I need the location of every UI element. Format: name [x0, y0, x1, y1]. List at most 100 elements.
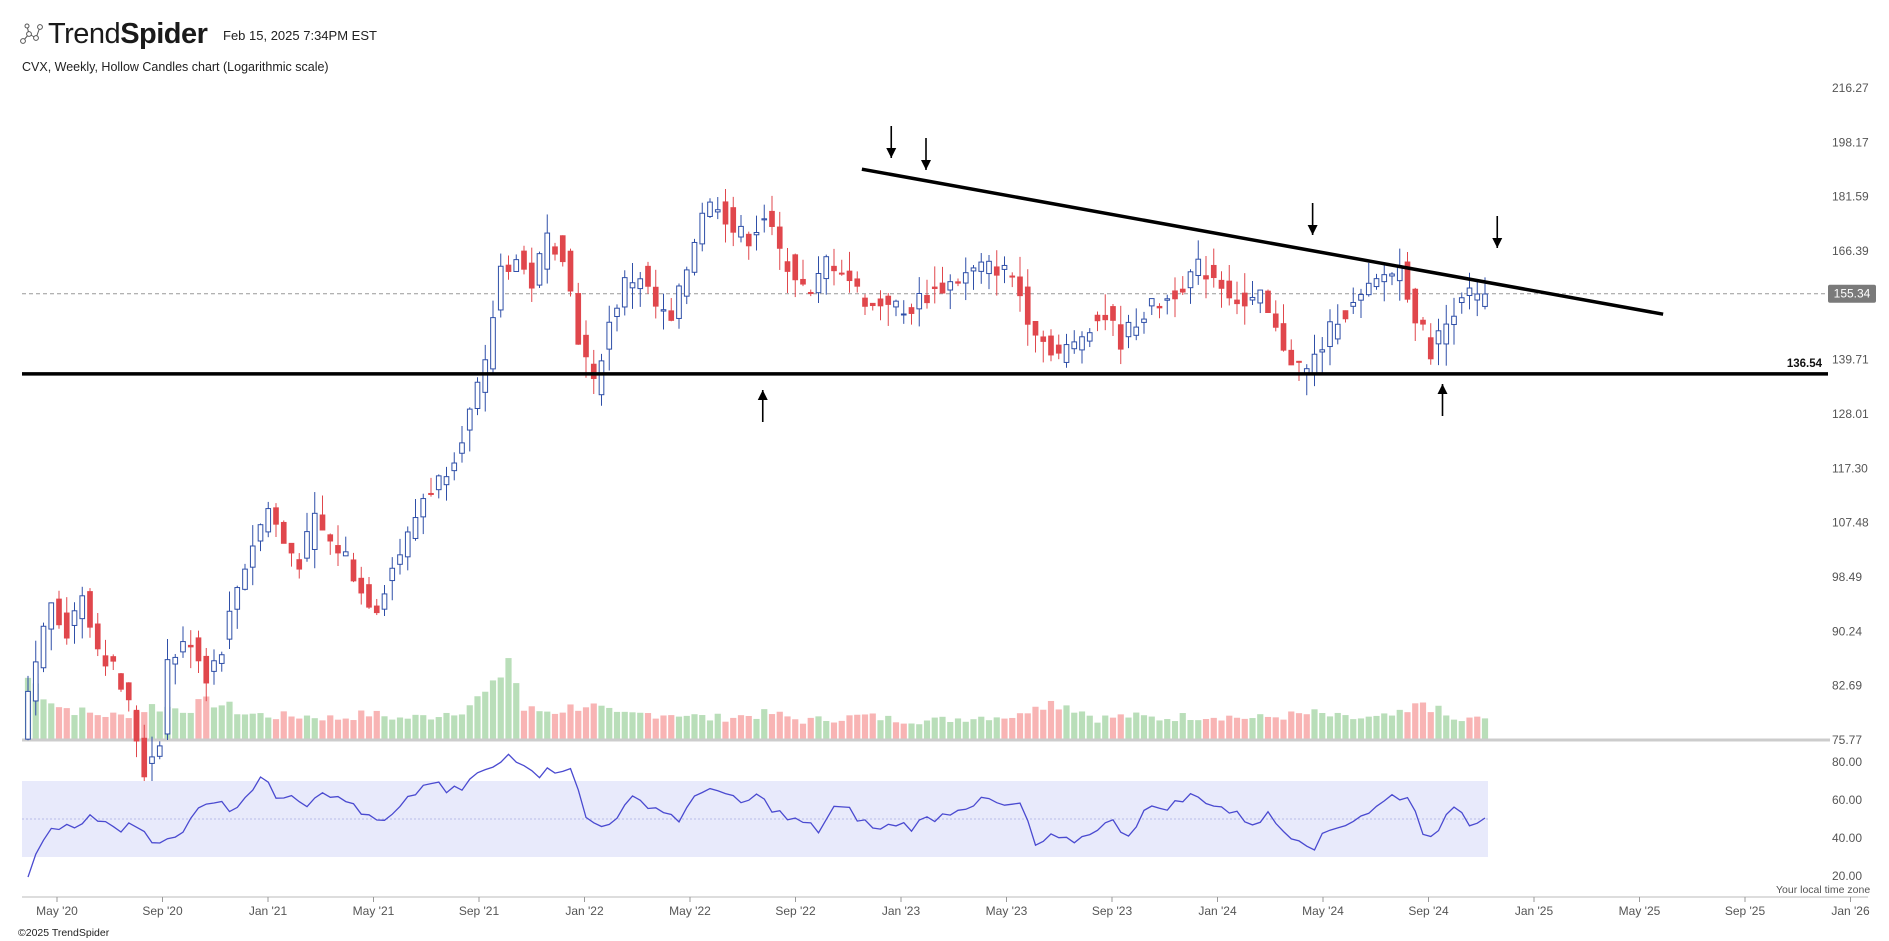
candle-body	[924, 295, 930, 304]
candle-body	[443, 476, 450, 486]
trendspider-network-icon	[20, 23, 43, 44]
volume-bar	[993, 717, 1000, 740]
volume-bar	[1148, 716, 1155, 740]
volume-bar	[303, 715, 311, 740]
volume-bar	[458, 714, 466, 740]
candle-body	[753, 232, 760, 236]
candle-body	[335, 545, 341, 554]
volume-bar	[334, 719, 342, 740]
volume-bar	[784, 716, 791, 740]
volume-bar	[815, 716, 822, 740]
price-tick-label: 128.01	[1832, 407, 1869, 421]
candle-body	[25, 690, 31, 740]
volume-bar	[644, 713, 652, 740]
volume-bar	[1474, 716, 1481, 740]
volume-bar	[947, 721, 954, 740]
volume-bar	[79, 707, 86, 740]
candle-body	[342, 551, 349, 557]
candle-body	[32, 661, 39, 702]
candle-body	[831, 265, 837, 272]
volume-bar	[551, 713, 559, 740]
candle-body	[79, 595, 86, 620]
candle-body	[947, 281, 954, 291]
volume-bar	[737, 715, 745, 740]
volume-bar	[706, 720, 714, 740]
candle-body	[955, 281, 961, 284]
candle-body	[164, 659, 171, 735]
candle-body	[1435, 330, 1442, 345]
volume-bar	[1272, 717, 1279, 740]
candle-body	[389, 567, 396, 582]
volume-bar	[272, 719, 280, 740]
candle-body	[1009, 275, 1016, 278]
candle-body	[40, 625, 47, 669]
candle-body	[1458, 297, 1465, 304]
price-tick-label: 181.59	[1832, 190, 1869, 204]
candle-body	[521, 250, 527, 270]
candle-body	[683, 269, 690, 297]
candle-body	[304, 531, 310, 559]
volume-bar	[396, 717, 404, 740]
candle-body	[652, 286, 659, 307]
candle-body	[893, 300, 899, 308]
volume-bar	[908, 723, 915, 740]
volume-bar	[1140, 715, 1148, 740]
candle-body	[1265, 290, 1271, 314]
volume-bar	[63, 708, 70, 740]
volume-bar	[923, 720, 931, 740]
candle-body	[1234, 299, 1240, 305]
volume-bar	[660, 715, 667, 740]
volume-bar	[877, 720, 884, 740]
volume-bar	[1264, 716, 1272, 740]
candle-body	[273, 507, 279, 525]
rsi-tick-label: 60.00	[1832, 793, 1862, 807]
price-tick-label: 107.48	[1832, 516, 1869, 530]
timezone-label[interactable]: Your local time zone	[1776, 884, 1871, 896]
candle-body	[621, 277, 628, 308]
volume-bar	[854, 714, 861, 740]
candle-body	[931, 286, 938, 290]
volume-bar	[1040, 709, 1047, 740]
volume-bar	[962, 721, 969, 740]
candle-body	[978, 261, 985, 272]
volume-bar	[652, 718, 659, 740]
candle-body	[172, 656, 179, 665]
x-tick-label: Jan '24	[1198, 904, 1237, 918]
volume-bar	[412, 714, 419, 740]
candle-body	[1102, 314, 1109, 321]
candle-body	[1063, 344, 1070, 363]
volume-bar	[699, 715, 706, 740]
candle-body	[1327, 321, 1333, 348]
volume-bar	[1241, 718, 1248, 740]
candle-body	[1249, 296, 1256, 301]
candle-body	[784, 261, 791, 272]
volume-bar	[900, 723, 907, 740]
volume-bar	[691, 714, 698, 740]
volume-bar	[1350, 719, 1357, 740]
candle-body	[815, 273, 822, 294]
volume-bar	[714, 713, 721, 740]
volume-bar	[350, 720, 357, 740]
volume-bar	[1210, 717, 1217, 740]
volume-bar	[761, 709, 768, 740]
candle-body	[1474, 293, 1481, 301]
volume-bar	[668, 715, 675, 740]
volume-bar	[613, 711, 621, 740]
brand-logo[interactable]: TrendSpider	[18, 16, 208, 52]
volume-bar	[1164, 719, 1171, 740]
candle-body	[660, 309, 667, 312]
candle-body	[319, 514, 326, 531]
x-tick-label: Jan '23	[882, 904, 921, 918]
volume-bar	[916, 724, 923, 740]
candle-body	[1210, 264, 1217, 279]
rsi-tick-label: 20.00	[1832, 869, 1862, 883]
price-tick-label: 82.69	[1832, 679, 1862, 693]
volume-bar	[1373, 715, 1380, 740]
volume-bar	[1458, 721, 1465, 740]
candle-body	[738, 225, 744, 238]
x-tick-label: May '24	[1302, 904, 1344, 918]
brand-name-bold: Spider	[120, 17, 208, 50]
volume-bar	[172, 708, 179, 740]
candle-body	[730, 207, 737, 233]
